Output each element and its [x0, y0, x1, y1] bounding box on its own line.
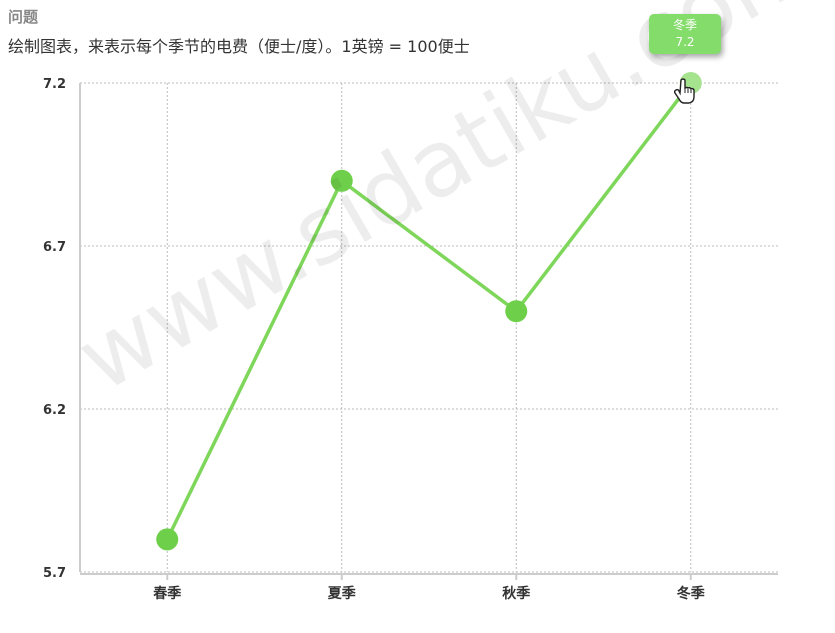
data-point-marker	[505, 300, 528, 323]
y-tick-label: 6.2	[43, 403, 66, 418]
data-tooltip: 冬季 7.2	[649, 14, 721, 54]
series-line	[165, 81, 693, 541]
question-text: 绘制图表，来表示每个季节的电费（便士/度）。1英镑 = 100便士	[8, 37, 470, 56]
x-tick-label: 春季	[152, 585, 181, 602]
data-point-marker	[156, 528, 179, 551]
x-tick-label: 秋季	[502, 585, 530, 602]
hand-cursor-icon	[674, 78, 695, 104]
tooltip-value: 7.2	[675, 35, 695, 49]
question-label: 问题	[8, 8, 39, 26]
y-tick-label: 7.2	[43, 77, 66, 92]
y-tick-label: 6.7	[43, 240, 66, 255]
tooltip-category: 冬季	[672, 18, 697, 32]
y-tick-label: 5.7	[43, 566, 66, 581]
x-tick-label: 冬季	[677, 585, 705, 602]
data-point-marker	[330, 169, 353, 192]
x-tick-label: 夏季	[328, 585, 356, 602]
